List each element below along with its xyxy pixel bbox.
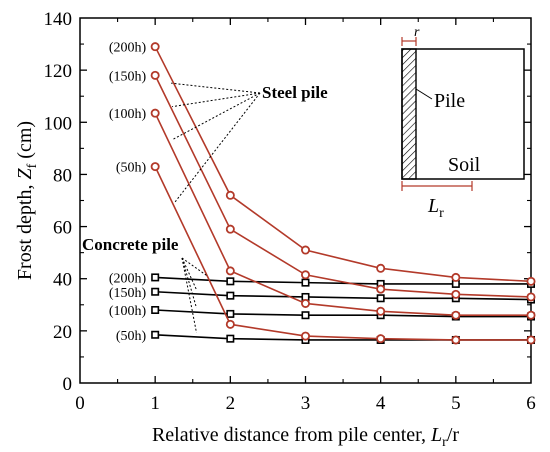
steel-pile-line xyxy=(154,112,531,317)
x-tick-label: 4 xyxy=(376,393,386,414)
concrete-pile-point xyxy=(301,311,310,320)
concrete-pile-point xyxy=(376,294,385,303)
steel-pile-point xyxy=(225,190,235,200)
concrete-pile-point xyxy=(151,287,160,296)
concrete-pile-point xyxy=(151,330,160,339)
y-tick-label: 120 xyxy=(44,61,73,82)
steel-pile-point xyxy=(376,263,386,273)
concrete-pile-line xyxy=(155,309,531,318)
pile-label: Pile xyxy=(434,90,465,112)
y-axis-title: Frost depth, Zf (cm) xyxy=(14,121,40,280)
steel-pile-line xyxy=(154,46,532,283)
pile-shape xyxy=(401,48,417,180)
steel-pile-point xyxy=(376,334,386,344)
y-tick-label: 80 xyxy=(53,165,72,186)
concrete-pile-point xyxy=(151,273,160,282)
x-tick-label: 5 xyxy=(451,393,461,414)
concrete-pile-point xyxy=(226,334,235,343)
steel-pile-point xyxy=(225,319,235,329)
concrete-pile-point xyxy=(151,305,160,314)
steel-pile-point xyxy=(300,245,310,255)
x-axis-title: Relative distance from pile center, Lr/r xyxy=(152,424,459,450)
steel-pile-leader xyxy=(172,92,261,108)
concrete-pile-leader xyxy=(181,257,207,276)
concrete-pile-series-label: (50h) xyxy=(116,329,147,344)
concrete-pile-series-label: (100h) xyxy=(109,304,147,319)
concrete-pile-leader xyxy=(181,257,197,333)
steel-pile-line xyxy=(154,166,531,341)
r-label: r xyxy=(414,25,420,40)
concrete-pile-point xyxy=(226,291,235,300)
x-tick-label: 1 xyxy=(150,393,160,414)
steel-pile-point xyxy=(451,310,461,320)
concrete-pile-point xyxy=(301,278,310,287)
lr-label: Lr xyxy=(427,195,444,221)
concrete-pile-leader xyxy=(181,257,197,290)
concrete-pile-point xyxy=(226,277,235,286)
y-tick-label: 140 xyxy=(44,9,73,30)
steel-pile-point xyxy=(526,292,536,302)
soil-box xyxy=(401,48,525,180)
x-tick-label: 2 xyxy=(226,393,236,414)
concrete-pile-leader xyxy=(181,257,197,309)
steel-pile-line xyxy=(154,75,532,298)
y-tick-label: 40 xyxy=(53,270,72,291)
x-tick-label: 3 xyxy=(301,393,311,414)
steel-pile-series-label: (50h) xyxy=(116,161,147,176)
steel-pile-leader xyxy=(171,82,261,94)
steel-pile-point xyxy=(150,70,160,80)
soil-label: Soil xyxy=(448,154,481,176)
concrete-pile-line xyxy=(155,290,532,301)
pile-leader xyxy=(415,88,433,100)
concrete-pile-series-label: (150h) xyxy=(109,286,147,301)
steel-pile-point xyxy=(300,270,310,280)
steel-pile-series-label: (150h) xyxy=(109,69,147,84)
steel-pile-leader xyxy=(172,92,261,140)
y-tick-label: 100 xyxy=(44,113,73,134)
concrete-pile-point xyxy=(226,309,235,318)
concrete-pile-series-label: (200h) xyxy=(109,271,147,286)
steel-pile-point xyxy=(451,335,461,345)
y-tick-label: 0 xyxy=(63,374,73,395)
steel-pile-point xyxy=(225,266,235,276)
concrete-pile-label: Concrete pile xyxy=(82,235,179,254)
steel-pile-point xyxy=(150,108,160,118)
steel-pile-point xyxy=(376,306,386,316)
concrete-pile-line xyxy=(155,276,531,285)
steel-pile-point xyxy=(526,310,536,320)
steel-pile-point xyxy=(526,276,536,286)
x-tick-label: 0 xyxy=(75,393,85,414)
steel-pile-point xyxy=(150,42,160,52)
steel-pile-point xyxy=(376,284,386,294)
steel-pile-series-label: (100h) xyxy=(109,107,147,122)
steel-pile-point xyxy=(451,289,461,299)
steel-pile-leader xyxy=(173,92,261,204)
steel-pile-point xyxy=(300,331,310,341)
steel-pile-point xyxy=(225,224,235,234)
steel-pile-point xyxy=(150,162,160,172)
labels-layer: (200h)(150h)(100h)(50h)(200h)(150h)(100h… xyxy=(82,41,328,344)
steel-pile-point xyxy=(526,335,536,345)
y-tick-label: 20 xyxy=(53,322,72,343)
y-tick-label: 60 xyxy=(53,218,72,239)
series-layer xyxy=(150,42,536,345)
steel-pile-label: Steel pile xyxy=(262,83,328,102)
x-tick-label: 6 xyxy=(526,393,536,414)
steel-pile-point xyxy=(300,298,310,308)
steel-pile-point xyxy=(451,272,461,282)
steel-pile-series-label: (200h) xyxy=(109,41,147,56)
